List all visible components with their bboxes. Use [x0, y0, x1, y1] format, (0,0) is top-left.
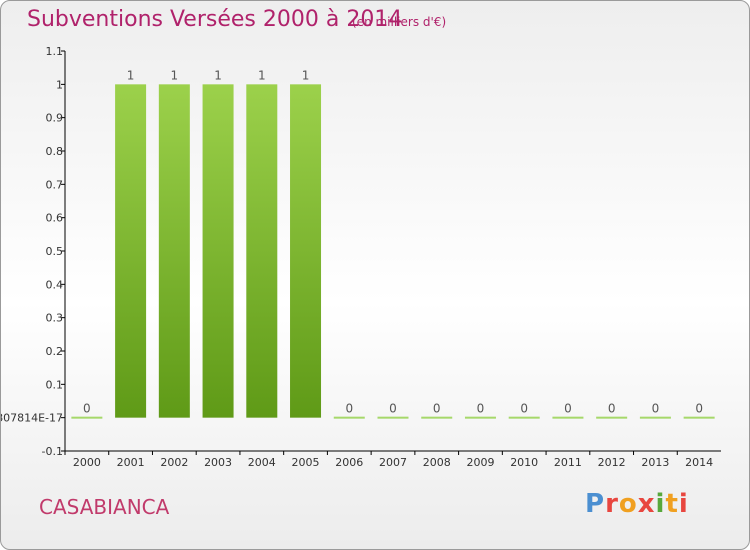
y-tick-label: 0.3 — [46, 312, 64, 325]
chart-unit: (en milliers d'€) — [352, 15, 447, 29]
logo-letter: o — [618, 489, 638, 519]
data-label: 1 — [302, 68, 310, 82]
data-labels: 0 1 1 1 1 1 0 0 0 0 0 0 0 0 0 — [83, 68, 703, 415]
bar[interactable] — [508, 416, 540, 419]
x-tick-label: 2009 — [466, 456, 494, 469]
logo-letter: x — [637, 489, 656, 519]
bar[interactable] — [158, 84, 190, 418]
bars — [71, 84, 715, 419]
data-label: 0 — [477, 402, 485, 416]
bar[interactable] — [596, 416, 628, 419]
x-tick-label: 2011 — [554, 456, 582, 469]
logo-letter: i — [655, 489, 666, 519]
x-tick-label: 2012 — [598, 456, 626, 469]
data-label: 0 — [345, 402, 353, 416]
x-tick-label: 2008 — [423, 456, 451, 469]
bar[interactable] — [683, 416, 715, 419]
bar[interactable] — [421, 416, 453, 419]
bar[interactable] — [290, 84, 322, 418]
y-tick-label: 1.3877787807814E-17 — [1, 412, 63, 425]
y-tick-label: -0.1 — [42, 445, 63, 458]
logo-letter: i — [678, 489, 689, 519]
bar[interactable] — [333, 416, 365, 419]
logo-letter: t — [665, 489, 679, 519]
x-tick-label: 2010 — [510, 456, 538, 469]
x-tick-label: 2001 — [117, 456, 145, 469]
y-tick-label: 0.7 — [46, 178, 64, 191]
data-label: 1 — [214, 68, 222, 82]
data-label: 0 — [608, 402, 616, 416]
data-label: 1 — [258, 68, 266, 82]
chart-title: Subventions Versées 2000 à 2014 — [27, 7, 403, 32]
x-axis: 2000 2001 2002 2003 2004 2005 2006 2007 2008 2009… — [64, 450, 721, 469]
data-label: 0 — [389, 402, 397, 416]
bar[interactable] — [71, 416, 103, 419]
x-tick-label: 2000 — [73, 456, 101, 469]
logo-letter: P — [585, 489, 606, 519]
logo-letter: r — [605, 489, 619, 519]
data-label: 0 — [83, 402, 91, 416]
y-axis: -0.1 1.3877787807814E-17 0.1 0.2 0.3 0.4 0.5 0.… — [1, 45, 66, 458]
x-tick-label: 2014 — [685, 456, 713, 469]
y-tick-label: 0.2 — [46, 345, 64, 358]
x-tick-label: 2007 — [379, 456, 407, 469]
x-tick-label: 2006 — [335, 456, 363, 469]
y-tick-label: 0.4 — [46, 278, 64, 291]
y-tick-label: 0.8 — [46, 145, 64, 158]
data-label: 0 — [695, 402, 703, 416]
x-tick-label: 2003 — [204, 456, 232, 469]
y-tick-label: 1.1 — [46, 45, 64, 58]
y-tick-label: 1 — [56, 78, 63, 91]
x-tick-label: 2004 — [248, 456, 276, 469]
data-label: 1 — [171, 68, 179, 82]
proxiti-logo[interactable]: Proxiti — [585, 489, 689, 519]
bar[interactable] — [246, 84, 278, 418]
y-tick-label: 0.1 — [46, 378, 64, 391]
y-tick-label: 0.5 — [46, 245, 64, 258]
data-label: 0 — [433, 402, 441, 416]
bar[interactable] — [552, 416, 584, 419]
bar[interactable] — [377, 416, 409, 419]
x-tick-label: 2013 — [641, 456, 669, 469]
x-tick-label: 2005 — [292, 456, 320, 469]
data-label: 0 — [520, 402, 528, 416]
bar[interactable] — [115, 84, 147, 418]
y-tick-label: 0.6 — [46, 212, 64, 225]
bar[interactable] — [464, 416, 496, 419]
data-label: 1 — [127, 68, 135, 82]
bar[interactable] — [202, 84, 234, 418]
data-label: 0 — [652, 402, 660, 416]
y-tick-label: 0.9 — [46, 112, 64, 125]
x-tick-label: 2002 — [160, 456, 188, 469]
commune-name: CASABIANCA — [39, 495, 170, 519]
data-label: 0 — [564, 402, 572, 416]
bar[interactable] — [639, 416, 671, 419]
